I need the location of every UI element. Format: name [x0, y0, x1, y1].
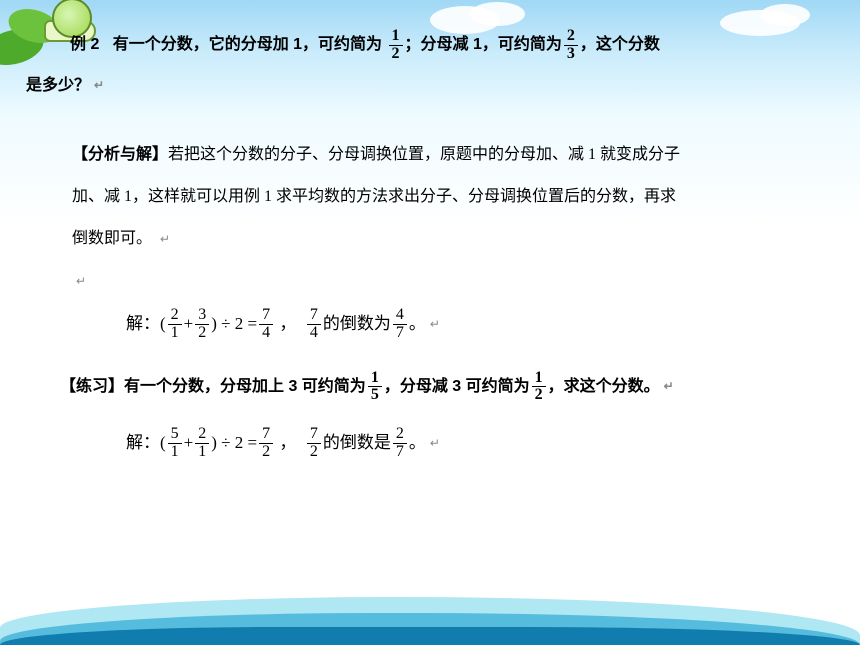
solution-label: 解： [126, 308, 160, 340]
problem-text: 是多少？ [26, 71, 90, 101]
return-mark: ↵ [430, 313, 440, 336]
fraction: 7 4 [307, 307, 321, 342]
fraction: 1 2 [389, 28, 403, 63]
return-mark: ↵ [430, 432, 440, 455]
analysis-label: 【分析与解】 [72, 146, 168, 163]
math-text: + [184, 427, 194, 459]
math-text: 的倒数是 [323, 427, 391, 459]
solution1-line: 解： ( 2 1 + 3 2 ) ÷ 2 = 7 4 ， 7 4 的倒数为 [126, 307, 834, 342]
analysis-text: 倒数即可。 [72, 230, 152, 247]
math-text: ) ÷ 2 = [211, 427, 257, 459]
footer-wave-decor [0, 585, 860, 645]
return-mark: ↵ [160, 232, 170, 246]
math-text: ( [160, 427, 166, 459]
exercise-text: ，分母减 3 可约简为 [384, 372, 530, 402]
analysis-line: 倒数即可。 ↵ [72, 221, 804, 257]
cloud-decor [470, 2, 525, 26]
math-text: 的倒数为 [323, 308, 391, 340]
analysis-text: 加、减 1，这样就可以用例 1 求平均数的方法求出分子、分母调换位置后的分数，再… [72, 188, 676, 205]
fraction: 7 2 [259, 426, 273, 461]
problem-line2: 是多少？ ↵ [26, 71, 834, 101]
math-text: ， [275, 308, 305, 340]
fraction: 5 1 [168, 426, 182, 461]
return-mark: ↵ [664, 375, 674, 398]
math-text: ， [275, 427, 305, 459]
return-mark: ↵ [76, 274, 86, 288]
math-text: ) ÷ 2 = [211, 308, 257, 340]
fraction: 1 5 [368, 370, 382, 405]
solution2-line: 解： ( 5 1 + 2 1 ) ÷ 2 = 7 2 ， 7 2 的倒数是 [126, 426, 834, 461]
problem-label: 例 2 [70, 30, 99, 60]
fraction: 3 2 [195, 307, 209, 342]
exercise-line: 【练习】 有一个分数，分母加上 3 可约简为 1 5 ，分母减 3 可约简为 1… [60, 370, 834, 405]
content-area: 例 2 有一个分数，它的分母加 1，可约简为 1 2 ；分母减 1，可约简为 2… [26, 28, 834, 461]
problem-text: 有一个分数，它的分母加 1，可约简为 [99, 30, 386, 60]
analysis-line: 加、减 1，这样就可以用例 1 求平均数的方法求出分子、分母调换位置后的分数，再… [72, 179, 804, 215]
math-text: + [184, 308, 194, 340]
fraction: 7 2 [307, 426, 321, 461]
fraction: 2 1 [195, 426, 209, 461]
fraction: 7 4 [259, 307, 273, 342]
blank-line: ↵ [72, 263, 804, 299]
math-text: 。 [409, 308, 426, 340]
return-mark: ↵ [94, 74, 104, 97]
analysis-line: 【分析与解】若把这个分数的分子、分母调换位置，原题中的分母加、减 1 就变成分子 [72, 137, 804, 173]
slide-background: 例 2 有一个分数，它的分母加 1，可约简为 1 2 ；分母减 1，可约简为 2… [0, 0, 860, 645]
cloud-decor [760, 4, 810, 26]
math-text: ( [160, 308, 166, 340]
fraction: 2 3 [564, 28, 578, 63]
exercise-text: ，求这个分数。 [548, 372, 660, 402]
solution-label: 解： [126, 427, 160, 459]
fraction: 2 7 [393, 426, 407, 461]
fraction: 4 7 [393, 307, 407, 342]
problem-text: ，这个分数 [580, 30, 660, 60]
exercise-text: 有一个分数，分母加上 3 可约简为 [124, 372, 366, 402]
math-text: 。 [409, 427, 426, 459]
problem-line1: 例 2 有一个分数，它的分母加 1，可约简为 1 2 ；分母减 1，可约简为 2… [70, 28, 834, 63]
exercise-label: 【练习】 [60, 372, 124, 402]
fraction: 1 2 [532, 370, 546, 405]
fraction: 2 1 [168, 307, 182, 342]
analysis-text: 若把这个分数的分子、分母调换位置，原题中的分母加、减 1 就变成分子 [168, 146, 680, 163]
problem-text: ；分母减 1，可约简为 [405, 30, 562, 60]
analysis-block: 【分析与解】若把这个分数的分子、分母调换位置，原题中的分母加、减 1 就变成分子… [72, 137, 804, 299]
